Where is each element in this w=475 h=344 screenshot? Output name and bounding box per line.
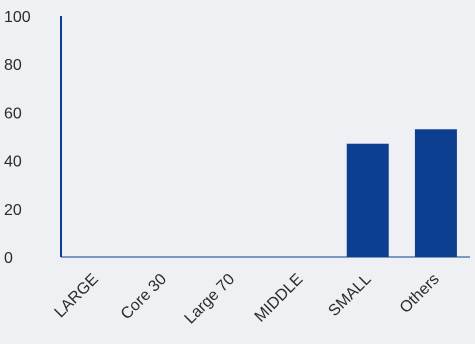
x-tick-label: MIDDLE	[252, 271, 307, 326]
y-tick-label: 0	[4, 250, 13, 267]
x-tick-label: SMALL	[325, 271, 374, 320]
y-tick-label: 80	[4, 57, 22, 74]
y-tick-label: 40	[4, 154, 22, 171]
y-tick-label: 60	[4, 105, 22, 122]
x-axis-ticks: LARGE Core 30 Large 70 MIDDLE SMALL Others	[52, 271, 443, 328]
y-tick-label: 100	[4, 9, 31, 26]
y-tick-label: 20	[4, 202, 22, 219]
x-tick-label: LARGE	[52, 271, 102, 321]
x-tick-label: Large 70	[182, 271, 239, 328]
bar-others	[414, 129, 457, 257]
x-tick-label: Others	[397, 271, 443, 317]
y-axis-ticks: 0 20 40 60 80 100	[4, 9, 31, 267]
bar-small	[346, 143, 389, 257]
bars	[346, 129, 457, 257]
x-tick-label: Core 30	[118, 271, 170, 323]
